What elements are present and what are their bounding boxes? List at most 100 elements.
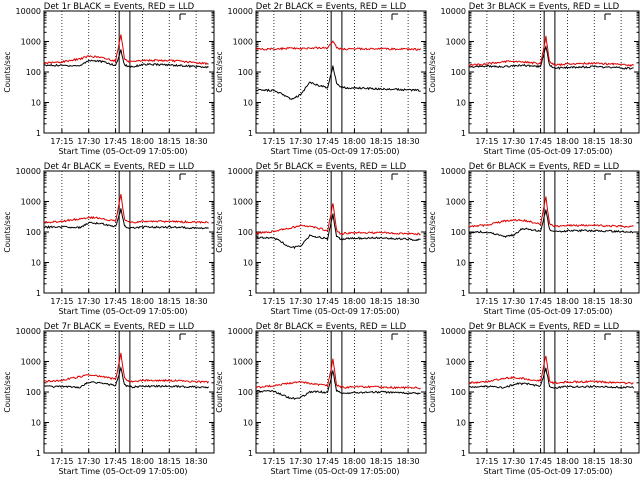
y-tick-label: 10000 — [441, 7, 466, 16]
series-line-lld — [255, 358, 421, 390]
x-tick-label: 18:15 — [158, 297, 181, 306]
x-tick-label: 18:30 — [185, 297, 208, 306]
x-tick-label: 17:15 — [50, 137, 73, 146]
chart-panel-7: Det 7r BLACK = Events, RED = LLD 1 10 100 10… — [3, 322, 215, 476]
chart-title: Det 7r BLACK = Events, RED = LLD — [44, 322, 195, 332]
y-tick-label: 1 — [36, 129, 41, 138]
x-tick-label: 17:45 — [104, 137, 127, 146]
x-tick-label: 18:15 — [158, 137, 181, 146]
y-tick-label: 10 — [456, 259, 466, 268]
x-tick-label: 18:00 — [131, 297, 154, 306]
y-tick-label: 1000 — [233, 358, 253, 367]
x-tick-label: 18:30 — [397, 297, 420, 306]
chart-title: Det 9r BLACK = Events, RED = LLD — [469, 322, 620, 332]
y-tick-label: 10 — [31, 99, 41, 108]
x-tick-label: 17:30 — [289, 297, 312, 306]
x-tick-label: 18:15 — [370, 137, 393, 146]
x-tick-label: 18:15 — [583, 297, 606, 306]
x-axis-label: Start Time (05-Oct-09 17:05:00) — [270, 147, 399, 156]
y-tick-label: 1 — [36, 449, 41, 458]
x-tick-label: 17:30 — [502, 457, 525, 466]
y-tick-label: 1 — [248, 129, 253, 138]
series-line-events — [43, 365, 209, 389]
y-tick-label: 100 — [26, 228, 41, 237]
x-tick-label: 17:15 — [262, 457, 285, 466]
x-tick-label: 18:00 — [343, 457, 366, 466]
y-tick-label: 10000 — [228, 327, 253, 336]
y-tick-label: 1000 — [21, 358, 41, 367]
series-line-lld — [468, 196, 634, 228]
y-tick-label: 100 — [26, 388, 41, 397]
legend-mark — [179, 173, 186, 180]
y-tick-label: 100 — [451, 68, 466, 77]
y-tick-label: 1000 — [21, 198, 41, 207]
chart-panel-2: Det 2r BLACK = Events, RED = LLD 1 10 100 10… — [215, 2, 427, 156]
x-tick-label: 18:30 — [397, 137, 420, 146]
series-line-lld — [43, 352, 210, 384]
chart-panel-8: Det 8r BLACK = Events, RED = LLD 1 10 100 10… — [215, 322, 427, 476]
y-tick-label: 10 — [243, 99, 253, 108]
x-tick-label: 17:15 — [475, 137, 498, 146]
y-tick-label: 10 — [31, 259, 41, 268]
series-line-lld — [468, 355, 634, 385]
x-tick-label: 18:15 — [370, 297, 393, 306]
x-tick-label: 17:45 — [316, 137, 339, 146]
legend-mark — [391, 333, 398, 340]
y-tick-label: 10000 — [16, 7, 41, 16]
chart-panel-6: Det 6r BLACK = Events, RED = LLD 1 10 100 10… — [428, 162, 640, 316]
x-tick-label: 18:30 — [185, 457, 208, 466]
y-tick-label: 100 — [238, 68, 253, 77]
chart-title: Det 1r BLACK = Events, RED = LLD — [44, 2, 195, 12]
x-tick-label: 17:15 — [50, 457, 73, 466]
x-tick-label: 18:00 — [343, 137, 366, 146]
y-tick-label: 10000 — [16, 327, 41, 336]
x-tick-label: 17:45 — [104, 457, 127, 466]
series-line-events — [255, 213, 421, 250]
legend-mark — [391, 13, 398, 20]
series-line-events — [468, 44, 634, 70]
y-tick-label: 1 — [461, 129, 466, 138]
series-line-lld — [255, 40, 422, 52]
y-axis-label: Counts/sec — [3, 211, 12, 252]
x-tick-label: 17:15 — [475, 297, 498, 306]
y-tick-label: 1000 — [446, 358, 466, 367]
y-tick-label: 10000 — [441, 167, 466, 176]
x-axis-label: Start Time (05-Oct-09 17:05:00) — [483, 467, 612, 476]
x-tick-label: 17:30 — [502, 297, 525, 306]
x-tick-label: 18:00 — [556, 297, 579, 306]
chart-panel-9: Det 9r BLACK = Events, RED = LLD 1 10 100 10… — [428, 322, 640, 476]
x-tick-label: 17:15 — [262, 137, 285, 146]
x-axis-label: Start Time (05-Oct-09 17:05:00) — [58, 147, 187, 156]
x-tick-label: 18:00 — [131, 137, 154, 146]
y-tick-label: 100 — [26, 68, 41, 77]
x-tick-label: 18:00 — [556, 457, 579, 466]
chart-title: Det 2r BLACK = Events, RED = LLD — [256, 2, 407, 12]
series-line-events — [468, 209, 634, 239]
series-line-lld — [43, 194, 209, 224]
x-tick-label: 18:00 — [343, 297, 366, 306]
y-axis-label: Counts/sec — [428, 211, 437, 252]
x-tick-label: 18:30 — [397, 457, 420, 466]
x-axis-label: Start Time (05-Oct-09 17:05:00) — [483, 147, 612, 156]
x-tick-label: 18:15 — [158, 457, 181, 466]
x-axis-label: Start Time (05-Oct-09 17:05:00) — [58, 307, 187, 316]
legend-mark — [179, 333, 186, 340]
series-line-events — [255, 65, 421, 101]
y-tick-label: 100 — [451, 228, 466, 237]
y-tick-label: 1 — [461, 449, 466, 458]
x-tick-label: 17:30 — [77, 297, 100, 306]
x-tick-label: 17:15 — [262, 297, 285, 306]
x-tick-label: 17:15 — [50, 297, 73, 306]
y-tick-label: 10000 — [228, 167, 253, 176]
x-tick-label: 17:45 — [529, 297, 552, 306]
chart-title: Det 6r BLACK = Events, RED = LLD — [469, 162, 620, 172]
x-tick-label: 17:15 — [475, 457, 498, 466]
y-tick-label: 10000 — [228, 7, 253, 16]
chart-panel-4: Det 4r BLACK = Events, RED = LLD 1 10 100 10… — [3, 162, 215, 316]
y-tick-label: 10 — [456, 99, 466, 108]
x-tick-label: 18:30 — [610, 457, 633, 466]
x-tick-label: 18:15 — [583, 457, 606, 466]
y-tick-label: 1 — [36, 289, 41, 298]
x-tick-label: 17:45 — [104, 297, 127, 306]
